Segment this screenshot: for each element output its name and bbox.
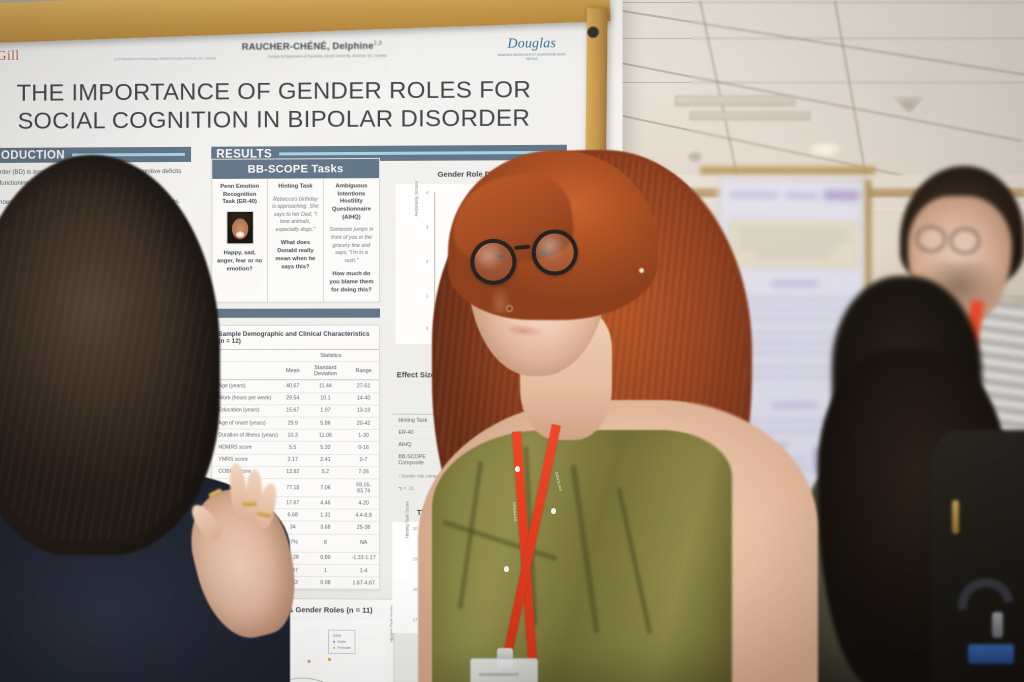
divider-bar: [211, 308, 381, 318]
col-header: Mean: [282, 361, 303, 381]
task-title: Ambiguous Intentions Hostility Questionn…: [331, 183, 371, 221]
lanyard-logo-icon: [515, 466, 520, 472]
earring-icon: [639, 268, 644, 273]
presenter-eye: [494, 254, 506, 259]
task-stimulus: Someone jumps in front of you in the gro…: [329, 227, 374, 264]
task-column: Hinting Task Rebecca's birthday is appro…: [268, 178, 324, 302]
chart-legend: SAB Male Female: [328, 630, 356, 655]
col-header: Standard Deviation: [302, 361, 349, 381]
task-title: Hinting Task: [278, 183, 313, 190]
author-superscript: 2,3: [373, 40, 382, 47]
presenter-eye: [538, 250, 550, 255]
eyeglasses-icon: [950, 228, 980, 254]
y-tick: 19: [412, 556, 418, 562]
col-header: [212, 361, 283, 381]
task-question: What does Donald really mean when he say…: [275, 240, 316, 271]
emotion-face-image: [225, 211, 254, 245]
nose-ring-icon: [506, 305, 513, 312]
y-tick: 4: [426, 190, 429, 196]
bb-scope-header: BB-SCOPE Tasks: [212, 158, 379, 179]
ceiling-speaker-icon: [892, 96, 926, 114]
task-column: Ambiguous Intentions Hostility Questionn…: [324, 178, 379, 301]
table-row: HDMRS score 5.5 5.32 0-16: [212, 441, 379, 455]
y-tick: 18: [412, 586, 418, 592]
lanyard-logo-icon: [551, 508, 556, 514]
task-column: Penn Emotion Recognition Task (ER-40) Ha…: [212, 178, 269, 302]
name-badge: [470, 658, 538, 682]
col-header: Range: [348, 361, 379, 381]
group-header: Statistics: [282, 350, 379, 362]
task-question: Happy, sad, anger, fear or no emotion?: [217, 250, 263, 273]
bb-scope-task-grid: Penn Emotion Recognition Task (ER-40) Ha…: [212, 178, 379, 302]
task-title: Penn Emotion Recognition Task (ER-40): [220, 183, 259, 206]
y-tick: 3: [426, 224, 429, 230]
mcgill-logo: McGill: [0, 47, 20, 64]
table-row: Duration of illness (years) 10.3 11.06 1-30: [212, 429, 379, 442]
listener-hair: [0, 155, 220, 555]
presenter-olive-top: [432, 430, 732, 682]
y-axis-label: Hinting Task Score: [404, 500, 410, 538]
douglas-wordmark: Douglas: [507, 35, 557, 51]
blue-item-in-bag: [968, 644, 1014, 664]
y-tick: 17: [412, 616, 418, 622]
umbrella-shaft: [992, 612, 1003, 638]
demographics-title: Sample Demographic and Clinical Characte…: [212, 325, 379, 351]
douglas-subtitle: RESEARCH CENTRE INSTITUT UNIVERSITAIRE S…: [498, 53, 566, 61]
poster-title: THE IMPORTANCE OF GENDER ROLES FOR SOCIA…: [16, 75, 532, 134]
douglas-logo: Douglas RESEARCH CENTRE INSTITUT UNIVERS…: [493, 35, 571, 62]
ceiling-light: [810, 143, 840, 156]
listener-hair-strands: [0, 170, 210, 540]
y-tick: 20: [412, 525, 418, 531]
smoke-detector-icon: [688, 152, 702, 162]
author-name: RAUCHER-CHÉNÉ, Delphine: [241, 40, 374, 52]
y-tick: 1: [426, 293, 429, 299]
legend-item: Female: [337, 644, 351, 651]
table-row: Education (years) 15.67 1.97 13-19: [212, 404, 379, 418]
table-row: Work (hours per week) 29.54 10.1 14-40: [212, 392, 379, 405]
poster-clip: [587, 26, 599, 38]
eyeglasses-icon: [916, 226, 946, 252]
y-axis-label: Femininity Scores: [413, 181, 419, 217]
table-row: Age of onset (years) 29.9 5.86 20-42: [212, 416, 379, 430]
task-question: How much do you blame them for doing thi…: [329, 271, 374, 294]
y-tick: 0: [426, 325, 429, 331]
bb-scope-card: BB-SCOPE Tasks Penn Emotion Recognition …: [211, 157, 381, 303]
table-header-row: Mean Standard Deviation Range: [212, 361, 379, 381]
table-grouphead-row: Statistics: [212, 350, 379, 362]
affiliation-center: Canada 3) Department of Psychiatry, McGi…: [267, 53, 387, 59]
lanyard-logo-icon: [504, 566, 509, 572]
task-stimulus: Rebecca's birthday is approaching. She s…: [272, 196, 319, 233]
table-row: Age (years) 40.67 11.44 27-61: [212, 380, 379, 393]
y-tick: 2: [426, 258, 429, 264]
background-poster-frame-top: [700, 166, 875, 174]
ring-icon: [241, 500, 257, 506]
eyeglasses-icon: [468, 223, 584, 289]
zipper-pull-icon: [952, 500, 959, 534]
author-line: RAUCHER-CHÉNÉ, Delphine2,3: [165, 40, 460, 53]
section-label-introduction: INTRODUCTION: [0, 149, 65, 162]
